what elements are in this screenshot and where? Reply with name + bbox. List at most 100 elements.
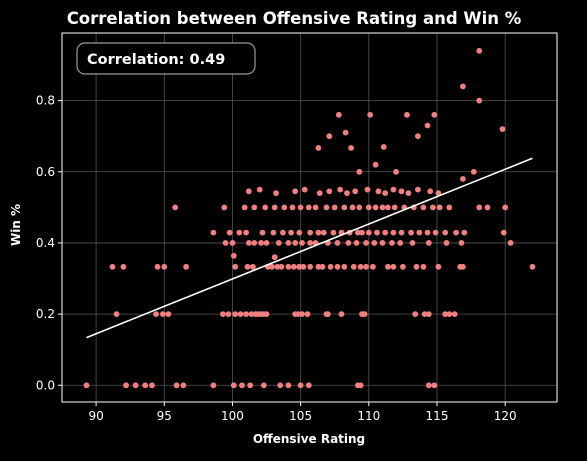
data-point [142,382,149,389]
data-point [356,168,363,175]
data-point [210,382,217,389]
data-point [319,263,326,270]
data-point [393,168,399,175]
data-point [453,229,459,236]
plot-frame [61,32,558,403]
data-point [299,311,305,317]
data-point [341,263,348,270]
data-point [109,263,116,270]
data-point [326,188,333,195]
data-point [237,311,244,317]
trend-line [86,157,533,339]
data-point [363,240,369,246]
data-point [315,145,322,151]
data-point [165,311,172,317]
data-point [263,311,270,317]
data-point [243,229,250,236]
x-tick-label: 110 [357,409,380,423]
data-point [297,382,304,389]
data-point [416,229,423,236]
data-point [431,382,438,389]
data-point [413,263,420,270]
data-point [290,263,297,270]
y-tick-label: 0.8 [36,94,55,108]
data-point [330,229,337,236]
data-point [484,204,491,211]
data-point [442,229,449,236]
data-point [380,144,387,150]
data-point [297,204,304,211]
data-point [288,229,294,236]
data-point [258,240,264,246]
data-point [304,311,311,317]
data-point [390,186,397,193]
data-point [476,97,483,104]
y-axis-label: Win % [9,204,23,246]
data-point [425,382,432,389]
data-point [435,190,442,197]
data-point [247,382,254,389]
data-point [361,311,368,317]
data-point [132,382,139,389]
data-point [427,188,434,195]
data-point [451,311,458,317]
axis-ticks: 90 95 100 105 110 115 120 0.0 0.2 0.4 0.6 0.8 [36,94,517,423]
data-point [460,83,466,90]
x-tick-label: 90 [88,409,103,423]
data-point [285,263,292,270]
data-point [325,311,331,317]
data-point [398,229,405,236]
data-point [355,229,361,236]
data-point [259,229,266,236]
data-point [172,204,179,211]
data-point [299,240,305,246]
data-point [350,263,357,270]
data-point [415,186,421,193]
data-point [359,229,365,236]
correlation-label: Correlation: 0.49 [87,52,225,68]
data-point [397,240,404,246]
data-point [221,204,228,211]
data-point [260,382,267,389]
data-point [338,311,345,317]
data-point [243,311,250,317]
data-point [173,382,180,389]
data-point [275,240,282,246]
data-point [307,229,314,236]
data-point [435,263,442,270]
data-point [389,240,395,246]
data-point [357,382,364,389]
data-point [183,263,190,270]
chart-title: Correlation between Offensive Rating and… [67,9,522,28]
data-point [277,382,284,389]
data-point [281,204,288,211]
y-tick-label: 0.2 [36,307,55,321]
data-point [248,311,255,317]
data-point [296,229,303,236]
data-point [307,263,314,270]
data-point [225,311,232,317]
data-point [245,240,252,246]
data-point [337,186,344,193]
data-point [345,240,352,246]
y-tick-label: 0.4 [36,236,55,250]
data-point [271,254,278,261]
data-point [371,240,378,246]
data-point [436,204,443,211]
data-point [352,188,359,195]
data-point [230,252,237,259]
data-point [390,229,397,236]
data-point [470,168,477,175]
data-point [312,204,319,211]
data-point [375,188,382,195]
data-point [379,204,386,211]
data-point [292,240,299,246]
data-point [421,311,428,317]
data-point [476,204,483,211]
data-point [271,204,278,211]
data-point [335,111,342,118]
data-point [270,229,277,236]
x-tick-label: 100 [221,409,244,423]
